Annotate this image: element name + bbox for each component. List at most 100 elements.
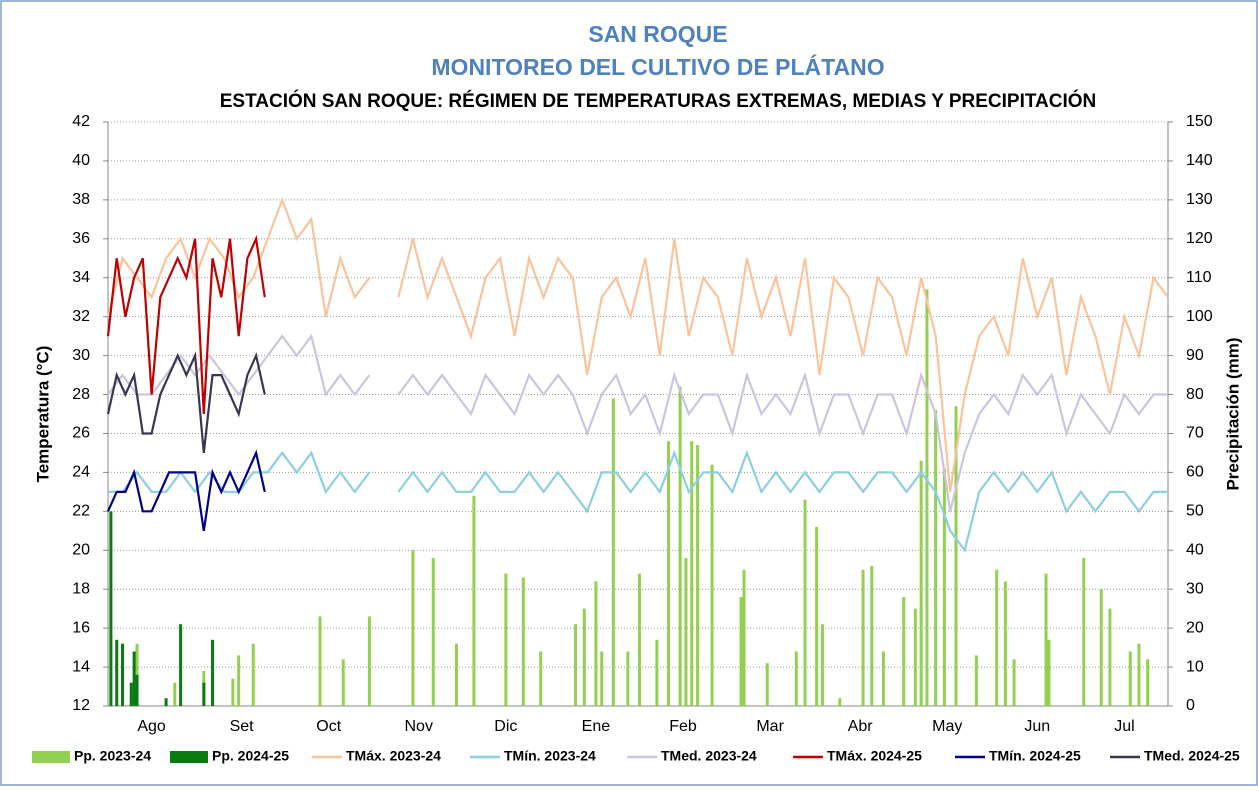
precip-bar	[164, 698, 168, 706]
precip-bar	[881, 651, 885, 706]
x-tick-label: Nov	[405, 718, 433, 735]
precip-bar	[919, 460, 923, 706]
y-tick-label: 14	[72, 658, 90, 675]
precip-bar	[974, 655, 978, 706]
precip-bar	[696, 445, 700, 706]
precip-bar	[1099, 589, 1103, 706]
y2-tick-label: 110	[1186, 269, 1212, 286]
y-tick-label: 16	[72, 619, 90, 636]
temp-line	[106, 351, 266, 454]
precip-bar	[1044, 573, 1048, 706]
precip-bar	[1128, 651, 1132, 706]
legend-label: TMín. 2023-24	[504, 748, 596, 764]
temp-line	[106, 196, 1169, 493]
precip-bar	[710, 464, 714, 706]
y-tick-label: 34	[72, 269, 90, 286]
legend-label: Pp. 2024-25	[212, 748, 289, 764]
y-tick-label: 38	[72, 191, 90, 208]
precip-bar	[637, 573, 641, 706]
precip-bar	[942, 468, 946, 706]
y2-tick-label: 30	[1186, 580, 1204, 597]
precip-bar	[902, 596, 906, 706]
x-tick-label: Mar	[756, 718, 784, 735]
y-tick-label: 40	[72, 152, 90, 169]
y-tick-label: 26	[72, 425, 90, 442]
precip-bar	[411, 550, 415, 706]
precip-bar	[202, 682, 206, 706]
precip-bar	[1003, 581, 1007, 706]
precip-bar	[678, 386, 682, 706]
precip-bar	[861, 569, 865, 706]
x-tick-label: Abr	[848, 718, 874, 735]
precip-bar	[504, 573, 508, 706]
precip-bar	[341, 659, 345, 706]
y2-tick-label: 130	[1186, 191, 1213, 208]
chart-title: SAN ROQUE	[588, 21, 727, 47]
y2-tick-label: 60	[1186, 464, 1204, 481]
precip-bar	[318, 616, 322, 706]
precip-bar	[574, 624, 578, 706]
precip-bar	[739, 596, 743, 706]
chart-heading: ESTACIÓN SAN ROQUE: RÉGIMEN DE TEMPERATU…	[220, 90, 1097, 112]
precip-bar	[1082, 558, 1086, 706]
precip-bar	[600, 651, 604, 706]
y-tick-label: 12	[72, 697, 90, 714]
y2-tick-label: 120	[1186, 230, 1213, 247]
precip-bar	[454, 643, 458, 706]
precip-bar	[820, 624, 824, 706]
y-tick-label: 42	[72, 113, 90, 130]
temp-line	[106, 234, 266, 415]
precip-bar	[870, 565, 874, 706]
precip-bar	[211, 639, 215, 706]
y2-tick-label: 150	[1186, 113, 1213, 130]
precip-bar	[611, 398, 615, 706]
y-tick-label: 32	[72, 308, 90, 325]
precip-bar	[129, 682, 133, 706]
precip-bar	[626, 651, 630, 706]
precip-bar	[173, 682, 177, 706]
y2-tick-label: 80	[1186, 386, 1204, 403]
legend-swatch	[170, 751, 208, 763]
x-tick-label: Jul	[1114, 718, 1134, 735]
precip-bar	[367, 616, 371, 706]
y2-tick-label: 40	[1186, 541, 1204, 558]
y-tick-label: 24	[72, 464, 90, 481]
y-tick-label: 30	[72, 347, 90, 364]
y2-tick-label: 100	[1186, 308, 1213, 325]
x-tick-label: Ene	[582, 718, 611, 735]
precip-bar	[815, 526, 819, 706]
precip-bar	[1047, 639, 1051, 706]
x-tick-label: Oct	[316, 718, 341, 735]
y-tick-label: 18	[72, 580, 90, 597]
y-tick-label: 22	[72, 503, 90, 520]
precip-bar	[925, 289, 929, 706]
chart-subtitle: MONITOREO DEL CULTIVO DE PLÁTANO	[431, 53, 884, 80]
precip-bar	[132, 651, 136, 706]
x-tick-label: Dic	[494, 718, 517, 735]
legend-label: TMáx. 2024-25	[827, 748, 922, 764]
y2-tick-label: 50	[1186, 503, 1204, 520]
y2-tick-label: 10	[1186, 658, 1204, 675]
precip-bar	[1146, 659, 1150, 706]
precip-bar	[1137, 643, 1141, 706]
precip-bar	[934, 410, 938, 706]
precip-bar	[954, 406, 958, 706]
x-tick-label: Jun	[1024, 718, 1050, 735]
precip-bar	[803, 499, 807, 706]
y2-tick-label: 90	[1186, 347, 1204, 364]
y2-tick-label: 70	[1186, 425, 1204, 442]
x-tick-label: May	[932, 718, 962, 735]
x-tick-label: Set	[230, 718, 255, 735]
precip-bar	[237, 655, 241, 706]
precip-bar	[1012, 659, 1016, 706]
precip-bar	[913, 608, 917, 706]
precip-bar	[115, 639, 119, 706]
y2-axis-label: Precipitación (mm)	[1223, 337, 1242, 490]
precip-bar	[765, 663, 769, 706]
y-tick-label: 28	[72, 386, 90, 403]
y-tick-label: 20	[72, 541, 90, 558]
legend-label: TMed. 2024-25	[1144, 748, 1240, 764]
precip-bar	[690, 441, 694, 706]
precip-bar	[231, 678, 235, 706]
